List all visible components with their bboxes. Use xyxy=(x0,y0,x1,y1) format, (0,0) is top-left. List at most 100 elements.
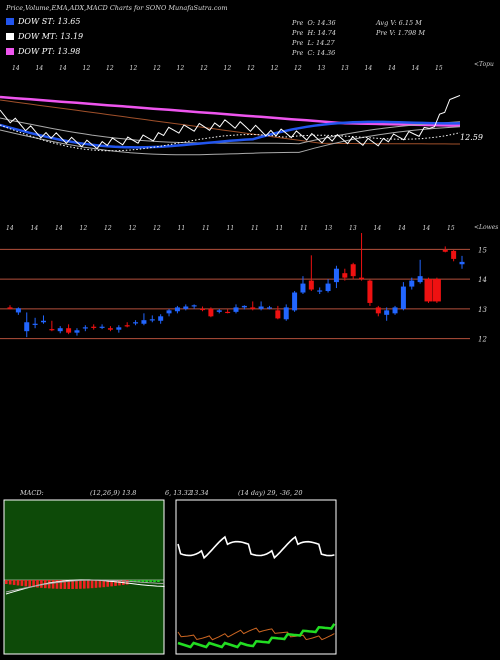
ema-band-upper xyxy=(0,117,461,145)
macd-histogram-bar xyxy=(12,580,16,585)
price-gridlines: 15 14 13 12 xyxy=(0,246,487,344)
ema-price-line xyxy=(0,94,461,150)
price-date-label: 13 xyxy=(349,225,357,232)
candle-body xyxy=(417,276,423,283)
candle-body xyxy=(432,279,441,302)
macd-histogram-bar xyxy=(32,580,35,588)
candle-body xyxy=(166,310,172,314)
macd-histogram-bar xyxy=(28,580,31,587)
candle-body xyxy=(183,306,189,309)
macd-histogram-bar xyxy=(67,580,70,589)
legend-swatch-st xyxy=(6,18,14,25)
ema-date-label: 12 xyxy=(224,65,232,72)
candle-body xyxy=(375,307,381,314)
macd-histogram-bar xyxy=(98,580,102,588)
ema-date-label: 14 xyxy=(36,65,44,72)
macd-histogram-bar xyxy=(24,580,28,587)
candle-body xyxy=(116,327,122,330)
candle-body xyxy=(367,280,373,303)
macd-histogram-bar xyxy=(125,580,129,585)
candle-body xyxy=(82,327,88,329)
candle-body xyxy=(459,261,465,265)
price-date-label: 12 xyxy=(129,225,137,232)
candle-body xyxy=(174,307,180,312)
price-tick-label: 13 xyxy=(478,306,487,314)
candle-body xyxy=(233,307,239,312)
macd-histogram-bar xyxy=(137,580,141,582)
candle-body xyxy=(258,306,264,309)
legend-swatch-mt xyxy=(6,33,14,40)
pre-volume: Pre V: 1.798 M xyxy=(376,29,426,37)
candle-body xyxy=(292,292,298,311)
candle-body xyxy=(141,320,147,324)
candle-body xyxy=(57,328,63,332)
ema-brown-line xyxy=(0,99,460,145)
macd-histogram-bar xyxy=(5,580,8,584)
candle-body xyxy=(7,307,13,309)
candle-body xyxy=(409,280,415,287)
macd-histogram-bar xyxy=(79,580,82,589)
macd-frame xyxy=(3,499,165,655)
candle-body xyxy=(392,307,398,314)
price-tick-label: 12 xyxy=(478,336,487,344)
candle-body xyxy=(250,307,256,309)
ema-date-label: 15 xyxy=(435,65,443,72)
price-date-label: 13 xyxy=(325,225,333,232)
ema-band-lower xyxy=(0,126,461,156)
macd-histogram-bar xyxy=(59,580,63,589)
candle-body xyxy=(317,290,323,292)
ema-lines xyxy=(0,94,461,156)
ema-date-label: 12 xyxy=(177,65,185,72)
candle-body xyxy=(24,322,30,332)
ema-date-label: 12 xyxy=(247,65,255,72)
candle-body xyxy=(350,264,356,277)
macd-histogram-bar xyxy=(157,580,160,582)
price-date-label: 11 xyxy=(276,225,284,232)
macd-histogram-bar xyxy=(71,580,74,589)
ema-date-label: 12 xyxy=(130,65,138,72)
price-date-label: 14 xyxy=(31,225,39,232)
price-date-label: 14 xyxy=(374,225,382,232)
avg-volume: Avg V: 6.15 M xyxy=(376,19,422,27)
candle-body xyxy=(300,283,306,293)
ema-last-label: 12.59 xyxy=(460,133,483,142)
macd-histogram-bar xyxy=(94,580,98,588)
macd-params: (12,26,9) 13.8 xyxy=(90,489,137,497)
candle-body xyxy=(149,319,155,321)
ema-date-label: 14 xyxy=(59,65,67,72)
macd-values: 6, 13.32 xyxy=(165,489,192,497)
candle-body xyxy=(216,310,222,312)
adx-line xyxy=(177,535,335,560)
price-date-label: 11 xyxy=(300,225,308,232)
price-date-label: 14 xyxy=(423,225,431,232)
candle-body xyxy=(158,316,164,321)
price-date-label: 12 xyxy=(80,225,88,232)
ohlc-high: Pre H: 14.74 xyxy=(292,29,337,37)
ema-date-label: 12 xyxy=(271,65,279,72)
ema-corner-label: <Topu xyxy=(474,61,494,68)
ema-date-label: 12 xyxy=(153,65,161,72)
price-date-label: 14 xyxy=(6,225,14,232)
chart-title: Price,Volume,EMA,ADX,MACD Charts for SON… xyxy=(6,4,228,12)
price-date-label: 11 xyxy=(202,225,210,232)
candle-body xyxy=(99,326,105,328)
ema-date-label: 13 xyxy=(341,65,349,72)
candle-body xyxy=(384,310,390,315)
candle-body xyxy=(283,307,289,320)
macd-histogram-bar xyxy=(83,580,86,589)
candle-body xyxy=(15,308,21,313)
ema-date-labels: 14 14 14 12 12 12 12 12 12 12 12 12 12 13 13 14 14 14 15 xyxy=(12,65,443,72)
price-date-label: 12 xyxy=(153,225,161,232)
price-date-label: 12 xyxy=(104,225,112,232)
candle-body xyxy=(308,280,314,290)
candle-body xyxy=(66,328,72,333)
legend-swatch-pt xyxy=(6,48,14,55)
macd-histogram-bar xyxy=(141,580,145,582)
macd-histogram-bar xyxy=(102,580,106,588)
candle-body xyxy=(124,325,130,327)
candle-body xyxy=(74,330,80,333)
macd-histogram-bar xyxy=(149,580,152,582)
macd-signal-line xyxy=(5,579,165,593)
ema-date-label: 14 xyxy=(388,65,396,72)
